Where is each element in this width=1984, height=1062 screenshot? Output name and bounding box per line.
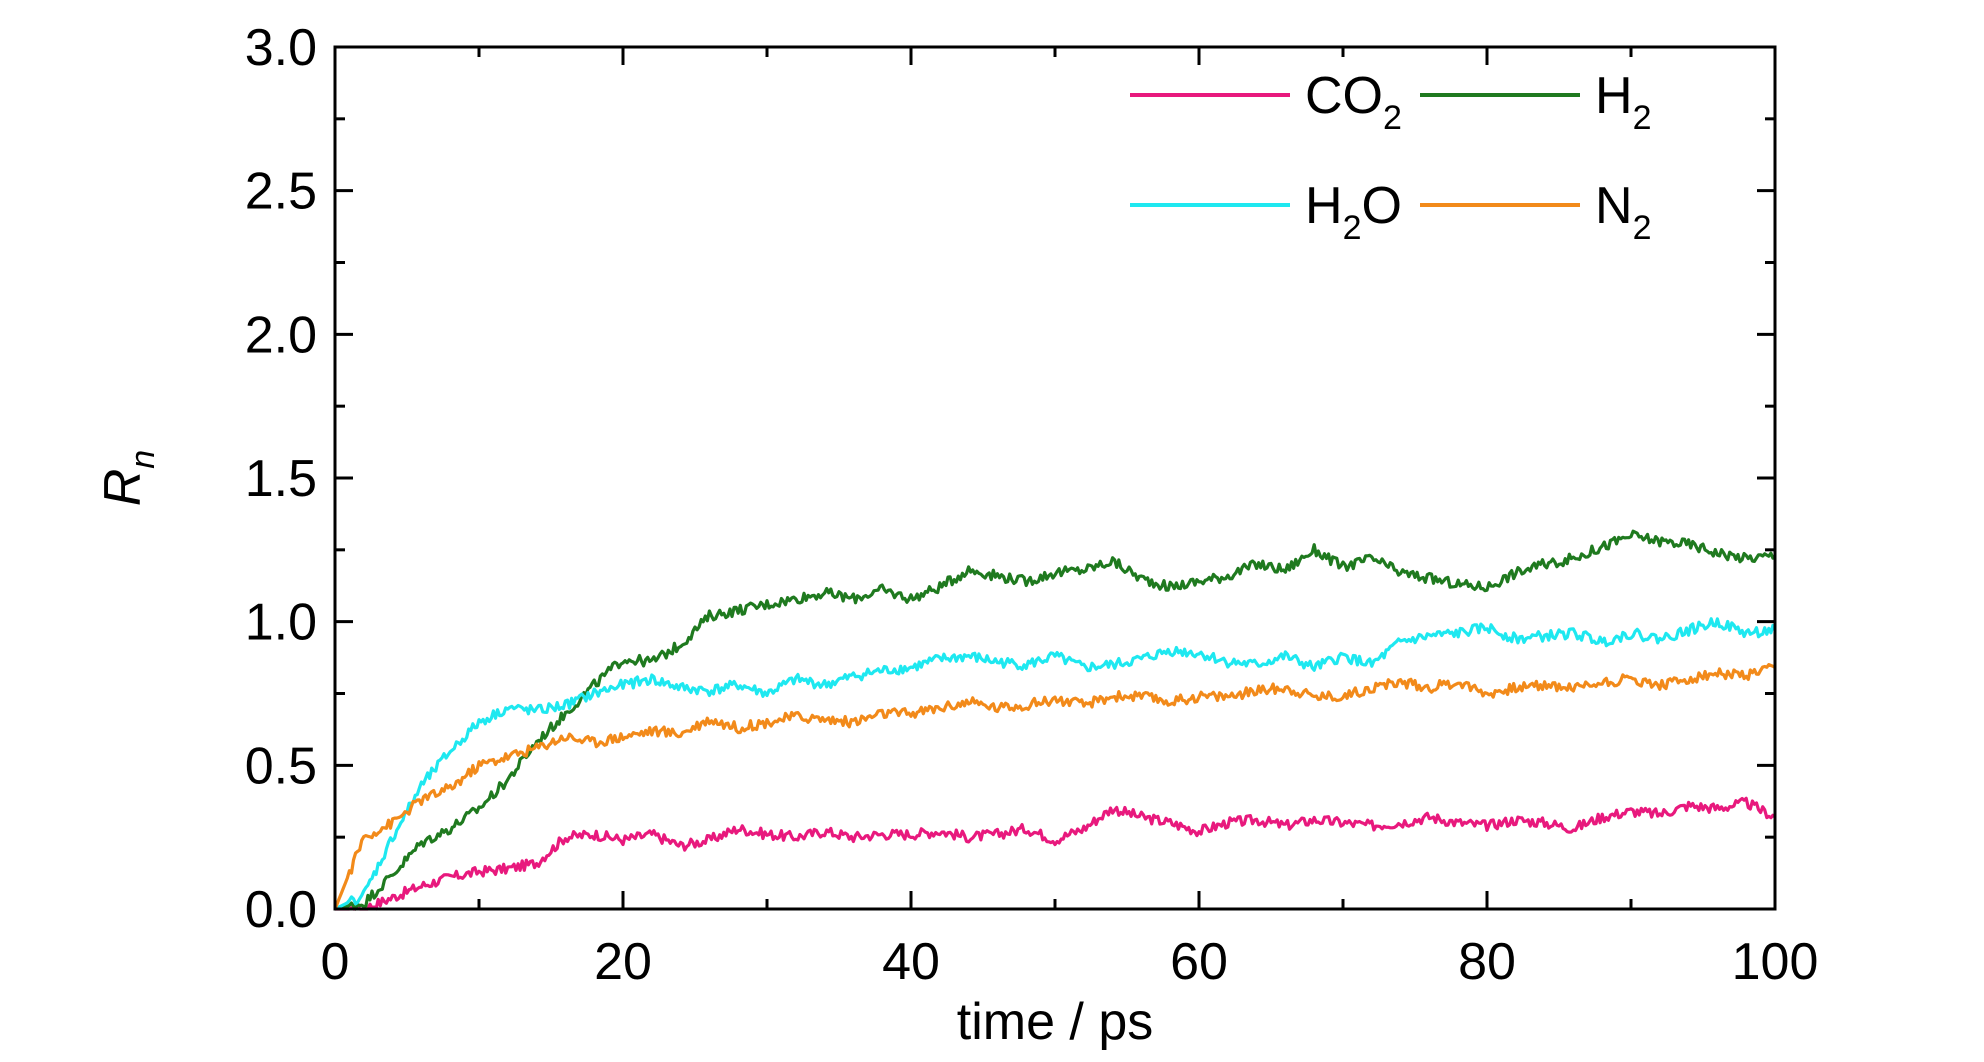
x-tick-label: 80 [1458, 933, 1516, 991]
legend-item-n2: N2 [1420, 177, 1651, 247]
legend-label-co2: CO2 [1305, 67, 1402, 137]
series-line-h2 [334, 529, 1777, 911]
legend-item-co2: CO2 [1130, 67, 1402, 137]
y-axis-title: Rn [94, 450, 162, 506]
series-line-co2 [335, 796, 1777, 911]
legend-label-h2o: H2O [1305, 177, 1402, 247]
legend-item-h2o: H2O [1130, 177, 1402, 247]
y-tick-label: 1.0 [245, 594, 317, 652]
y-tick-label: 0.5 [245, 737, 317, 795]
x-tick-label: 0 [321, 933, 350, 991]
legend-label-h2: H2 [1595, 67, 1651, 137]
y-axis-title-main: R [94, 469, 152, 507]
legend-item-h2: H2 [1420, 67, 1651, 137]
axis-tick-labels: 0 20 40 60 80 100 0.0 0.5 1.0 1.5 2.0 2.5 3.0 [245, 19, 1819, 991]
series-layer [333, 529, 1777, 911]
axis-ticks [333, 45, 1777, 911]
x-tick-label: 40 [882, 933, 940, 991]
y-axis-title-subscript: n [124, 450, 162, 469]
x-tick-label: 60 [1170, 933, 1228, 991]
y-tick-label: 2.5 [245, 163, 317, 221]
y-tick-label: 0.0 [245, 881, 317, 939]
series-line-h2o [334, 617, 1777, 911]
legend-label-n2: N2 [1595, 177, 1651, 247]
x-tick-label: 20 [594, 933, 652, 991]
series-line-n2 [333, 663, 1776, 910]
x-axis-title: time / ps [957, 993, 1154, 1051]
y-tick-label: 2.0 [245, 306, 317, 364]
x-tick-label: 100 [1732, 933, 1819, 991]
y-tick-label: 3.0 [245, 19, 317, 77]
y-tick-label: 1.5 [245, 450, 317, 508]
legend: CO2 H2 H2O N2 [1130, 67, 1651, 247]
